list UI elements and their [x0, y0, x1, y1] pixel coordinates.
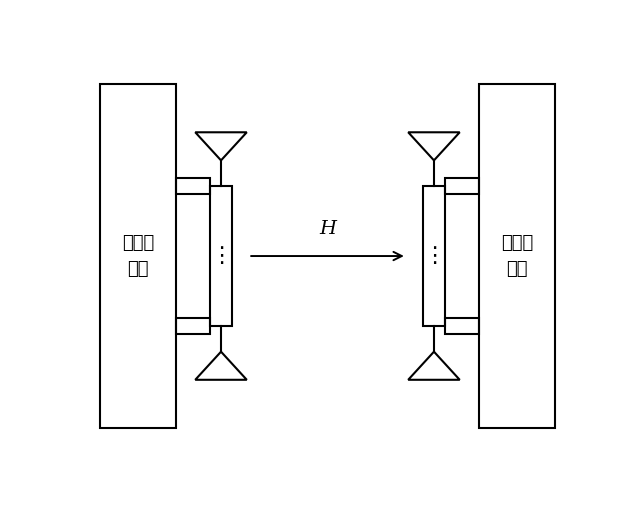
Bar — [100, 84, 176, 428]
Bar — [445, 178, 479, 194]
Bar — [479, 84, 555, 428]
Bar — [176, 318, 210, 334]
Text: 信号发
送端: 信号发 送端 — [121, 234, 154, 278]
Text: ⋮: ⋮ — [210, 246, 232, 266]
Text: ⋮: ⋮ — [423, 246, 445, 266]
Bar — [423, 186, 445, 327]
Text: 信号接
收端: 信号接 收端 — [501, 234, 534, 278]
Text: H: H — [319, 221, 336, 238]
Bar — [210, 186, 232, 327]
Bar — [445, 318, 479, 334]
Bar — [176, 178, 210, 194]
